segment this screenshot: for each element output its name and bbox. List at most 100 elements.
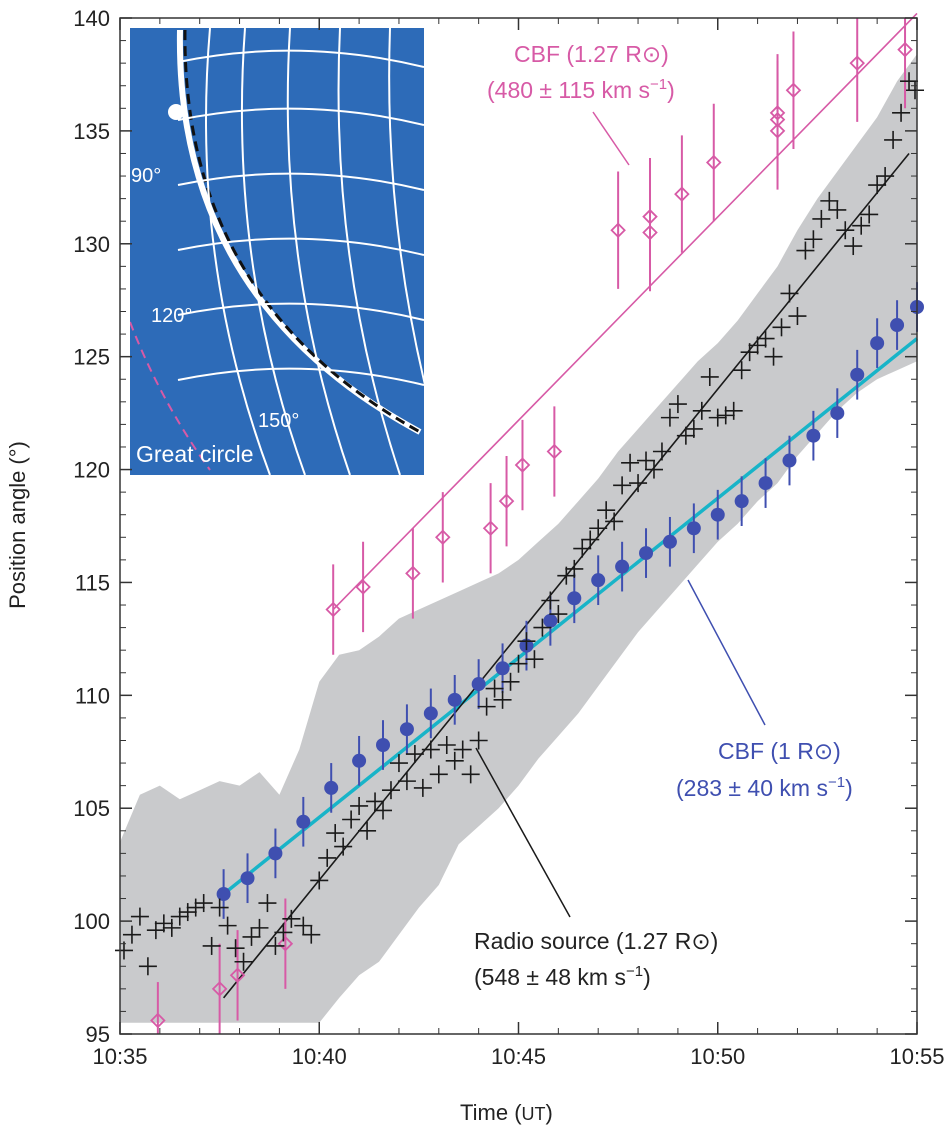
y-tick-label: 130 (73, 232, 110, 257)
cbf-1-point (710, 507, 725, 522)
radio-source-point (732, 361, 751, 380)
radio-source-point (764, 347, 783, 366)
pink-dashed-arc (130, 321, 211, 471)
data-marks-layer (114, 18, 925, 1034)
radio-source-point (114, 941, 133, 960)
radio-source-point (326, 824, 345, 843)
parallel-line (177, 237, 424, 256)
inset-image: 90° 120° 150° Great circle (130, 28, 424, 475)
cbf-1-point (324, 780, 339, 795)
radio-source-point (429, 765, 448, 784)
radio-source-point (660, 408, 679, 427)
radio-source-point (708, 408, 727, 427)
x-axis-label: Time (UT) (460, 1100, 553, 1125)
annotation-cbf-127: CBF (1.27 R⊙) (480 ± 115 km s−1) (487, 41, 675, 166)
cbf-1-point (352, 753, 367, 768)
radio-source-point (218, 916, 237, 935)
radio-source-point (796, 241, 815, 260)
radio-source-point (589, 519, 608, 538)
radio-source-point (310, 871, 329, 890)
radio-source-point (186, 898, 205, 917)
radio-source-point (684, 419, 703, 438)
radio-source-point (525, 650, 544, 669)
radio-source-point (154, 914, 173, 933)
x-tick-label: 10:40 (292, 1044, 347, 1069)
cbf-127-point (546, 443, 563, 460)
annotation-blue-speed: (283 ± 40 km s−1) (676, 774, 853, 801)
radio-source-point (194, 894, 213, 913)
parallel-line (177, 367, 424, 386)
radio-source-point (294, 916, 313, 935)
inset-label-120: 120° (151, 305, 192, 327)
radio-source-point (274, 923, 293, 942)
cbf-127-point (229, 967, 246, 984)
meridian-line (337, 28, 401, 475)
radio-source-point (700, 367, 719, 386)
radio-source-point (405, 745, 424, 764)
radio-source-point (772, 318, 791, 337)
y-tick-label: 140 (73, 6, 110, 31)
fit-line-cbf_1 (222, 337, 919, 896)
radio-source-point (130, 907, 149, 926)
cbf-1-point (639, 546, 654, 561)
radio-source-point (613, 476, 632, 495)
radio-source-point (692, 401, 711, 420)
radio-source-point (366, 792, 385, 811)
cbf-1-point (734, 494, 749, 509)
radio-source-point (860, 205, 879, 224)
cbf-1-point (296, 814, 311, 829)
radio-source-point (804, 230, 823, 249)
parallel-line (177, 49, 424, 68)
cbf-1-point (240, 871, 255, 886)
cbf-1-point (782, 453, 797, 468)
radio-source-point (122, 925, 141, 944)
radio-source-point (170, 907, 189, 926)
radio-source-point (644, 460, 663, 479)
x-tick-label: 10:55 (889, 1044, 944, 1069)
meridian-line (205, 28, 271, 475)
parallel-line (177, 107, 424, 126)
cbf-127-point (150, 1012, 166, 1029)
annotation-black-title: Radio source (1.27 R⊙) (474, 928, 718, 954)
radio-source-point (226, 939, 245, 958)
cbf-1-point (376, 738, 391, 753)
radio-source-point (397, 772, 416, 791)
cbf-127-point (674, 186, 690, 202)
cbf-127-point (642, 208, 658, 225)
radio-source-point (565, 559, 584, 578)
radio-source-point (724, 401, 743, 420)
radio-source-point (820, 191, 839, 210)
radio-source-point (605, 512, 624, 531)
inset-sphere-grid (130, 28, 424, 475)
cbf-1-point (216, 887, 231, 902)
radio-source-point (852, 216, 871, 235)
radio-source-point (541, 591, 560, 610)
cbf-127-point (405, 565, 421, 582)
cbf-127-point (705, 154, 722, 171)
radio-source-point (621, 453, 640, 472)
y-tick-label: 100 (73, 909, 110, 934)
cbf-127-point (277, 935, 294, 952)
radio-source-point (828, 200, 847, 219)
radio-source-point (844, 237, 863, 256)
radio-source-point (501, 672, 520, 691)
cbf-127-point (785, 82, 802, 99)
radio-source-point (493, 690, 512, 709)
radio-source-point (342, 810, 361, 829)
y-tick-label: 115 (75, 570, 110, 595)
cbf-1-point (758, 476, 773, 491)
annotation-blue-title: CBF (1 R⊙) (718, 738, 841, 764)
cbf-1-point (268, 846, 283, 861)
cbf-1-point (662, 534, 677, 549)
radio-source-point (250, 918, 269, 937)
radio-source-point (358, 821, 377, 840)
radio-source-point (162, 918, 181, 937)
radio-source-point (178, 903, 197, 922)
cbf-1-point (543, 613, 558, 628)
cbf-127-point (514, 457, 531, 473)
meridian-line (240, 28, 306, 475)
cbf-1-point (686, 521, 701, 536)
radio-source-point (812, 209, 831, 228)
radio-source-point (210, 898, 229, 917)
cbf-1-point (471, 677, 486, 692)
